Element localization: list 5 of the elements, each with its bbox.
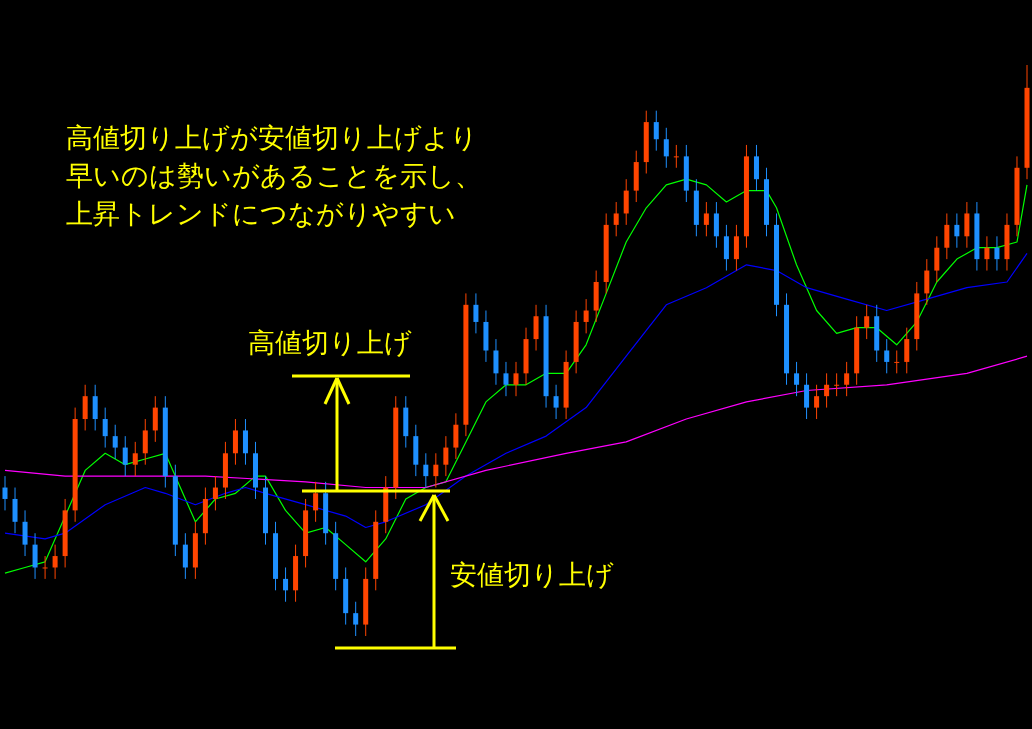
annotation: 高値切り上げ xyxy=(248,327,412,358)
annotation: 高値切り上げが安値切り上げより xyxy=(66,122,478,153)
annotation: 上昇トレンドにつながりやすい xyxy=(66,198,456,229)
annotation: 安値切り上げ xyxy=(450,559,614,590)
annotation: 早いのは勢いがあることを示し、 xyxy=(66,160,482,191)
